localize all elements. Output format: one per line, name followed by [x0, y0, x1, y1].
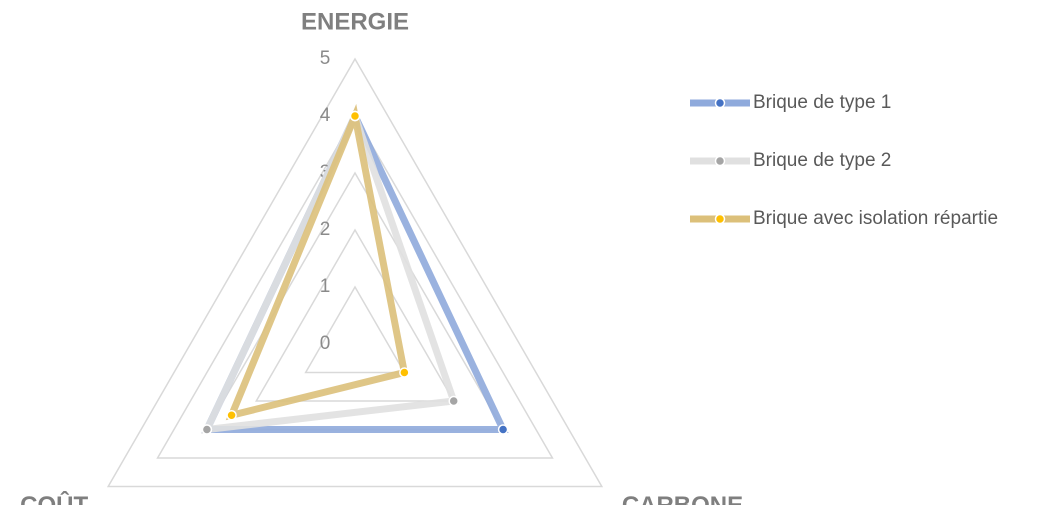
series-marker: [448, 395, 459, 407]
grid-line: [106, 57, 604, 488]
r-tick-label: 2: [320, 219, 331, 240]
legend-label: Brique de type 1: [753, 92, 891, 113]
series-line: [225, 103, 409, 421]
r-tick-label: 5: [320, 48, 331, 69]
legend-marker: [714, 155, 726, 167]
legend-label: Brique de type 2: [753, 150, 891, 171]
category-label: ENERGIE: [301, 8, 409, 35]
series-line: [201, 106, 459, 434]
series-marker: [349, 110, 361, 122]
legend-marker: [714, 97, 726, 109]
r-tick-label: 4: [320, 105, 331, 126]
legend-marker: [714, 213, 726, 225]
series-marker: [497, 424, 509, 435]
category-label: CARBONE: [622, 492, 743, 505]
category-label: COÛT: [20, 491, 88, 505]
r-tick-label: 0: [320, 333, 331, 354]
series-marker: [226, 410, 237, 421]
grid-line: [205, 171, 505, 431]
grid-line: [304, 285, 406, 374]
grid-line: [254, 228, 456, 402]
r-tick-label: 1: [320, 276, 331, 297]
grid-line: [156, 114, 554, 459]
legend-label: Brique avec isolation répartie: [753, 208, 998, 229]
series-marker: [201, 424, 213, 435]
series-marker: [399, 367, 410, 378]
